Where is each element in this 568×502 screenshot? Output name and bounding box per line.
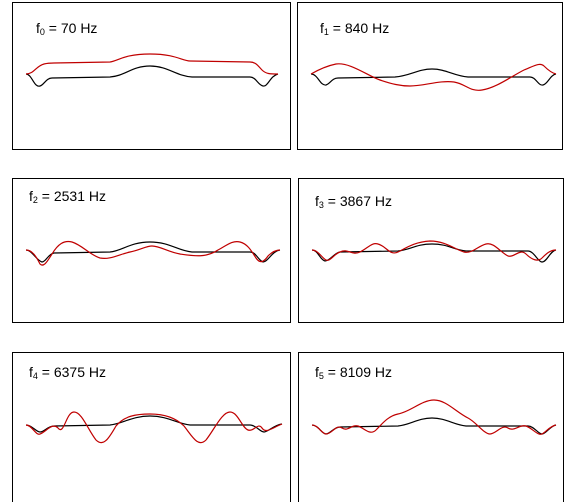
- mode-label-0: f0 = 70 Hz: [36, 20, 98, 37]
- mode-label-4: f4 = 6375 Hz: [29, 364, 107, 381]
- mode-curves-1: [310, 63, 557, 91]
- mode-shape-2: [25, 240, 281, 266]
- undeformed-shape-5: [311, 417, 557, 435]
- mode-shape-5: [311, 399, 557, 435]
- mode-curves-2: [25, 240, 281, 266]
- mode-label-2: f2 = 2531 Hz: [29, 188, 107, 205]
- mode-curves-3: [311, 240, 557, 263]
- mode-curves-0: [25, 53, 279, 87]
- undeformed-shape-0: [25, 65, 279, 87]
- undeformed-shape-1: [310, 68, 557, 86]
- undeformed-shape-2: [25, 241, 281, 263]
- mode-shape-3: [311, 240, 557, 261]
- mode-panel-3: f3 = 3867 Hz: [298, 178, 564, 323]
- mode-shape-4: [25, 411, 283, 444]
- mode-panel-2: f2 = 2531 Hz: [12, 178, 291, 323]
- mode-label-3: f3 = 3867 Hz: [315, 193, 393, 210]
- mode-label-1: f1 = 840 Hz: [320, 20, 390, 37]
- mode-shape-0: [25, 53, 279, 75]
- mode-label-5: f5 = 8109 Hz: [315, 364, 393, 381]
- undeformed-shape-4: [25, 415, 283, 433]
- mode-curves-5: [311, 399, 557, 435]
- mode-shape-1: [310, 63, 557, 91]
- undeformed-shape-3: [311, 243, 557, 263]
- mode-curves-4: [25, 411, 283, 444]
- mode-panel-1: f1 = 840 Hz: [297, 2, 563, 150]
- mode-panel-0: f0 = 70 Hz: [12, 2, 291, 150]
